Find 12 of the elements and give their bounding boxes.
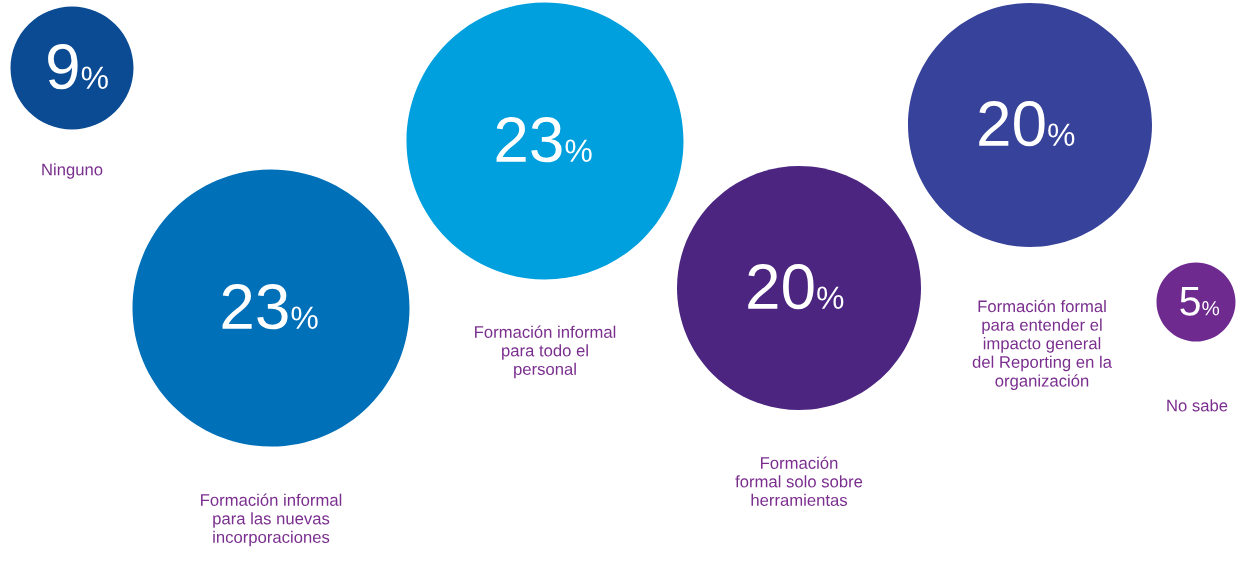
data-label: 5%	[1180, 287, 1220, 316]
category-label: Ninguno	[42, 163, 103, 179]
category-label: Formación formal para entender el impacto general del Reporting en la organización	[972, 299, 1112, 390]
category-label: Formación formal solo sobre herramientas	[735, 456, 863, 507]
category-label: No sabe	[1167, 399, 1228, 412]
data-label: 20%	[748, 264, 844, 310]
category-label: Formación informal para las nuevas incorporaciones	[201, 493, 342, 547]
data-label: 23%	[222, 284, 318, 330]
data-label: 9%	[48, 44, 108, 90]
data-label: 23%	[496, 117, 592, 163]
data-label: 20%	[979, 101, 1075, 147]
category-label: Formación informal para todo el personal	[475, 325, 616, 379]
